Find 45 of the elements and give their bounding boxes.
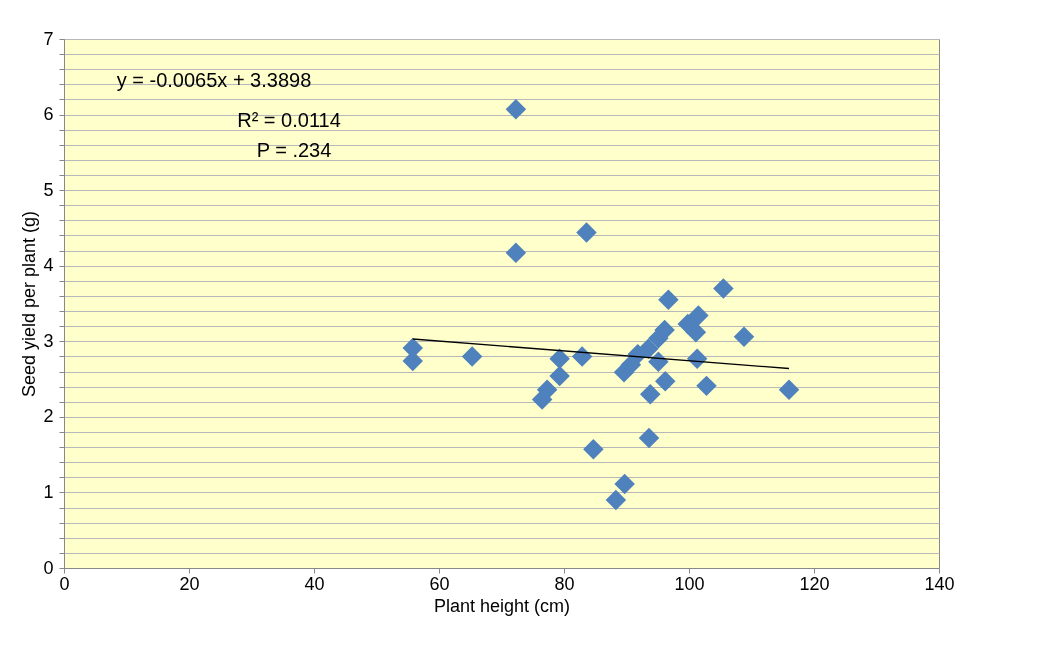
point <box>614 473 635 495</box>
x-tick-label: 80 <box>554 573 575 594</box>
point <box>605 489 627 511</box>
annotation: y = -0.0065x + 3.3898 <box>116 69 312 91</box>
y-tick-label: 2 <box>43 406 54 427</box>
point <box>640 383 661 405</box>
point <box>505 99 527 120</box>
point <box>638 427 660 449</box>
point <box>461 346 483 367</box>
annotation: R² = 0.0114 <box>237 109 341 131</box>
point <box>549 348 570 369</box>
point <box>778 379 800 400</box>
point <box>576 222 597 243</box>
x-axis-title: Plant height (cm) <box>433 595 571 616</box>
point <box>549 365 570 387</box>
point <box>654 319 675 341</box>
point <box>688 305 709 326</box>
x-tick-label: 140 <box>924 573 955 594</box>
point <box>696 375 717 397</box>
point <box>685 321 707 343</box>
x-tick-label: 60 <box>429 573 450 594</box>
point <box>505 242 527 264</box>
point <box>536 379 558 400</box>
y-tick-label: 0 <box>43 557 54 578</box>
point <box>733 326 755 347</box>
point <box>658 289 679 310</box>
point <box>638 338 659 360</box>
x-tick-label: 100 <box>674 573 705 594</box>
y-tick-label: 5 <box>43 179 54 200</box>
x-tick-label: 120 <box>799 573 830 594</box>
point <box>583 439 604 460</box>
point <box>713 278 734 299</box>
annotation: P = .234 <box>256 139 332 161</box>
y-tick-label: 1 <box>43 481 54 502</box>
point <box>648 351 669 372</box>
x-tick-label: 40 <box>304 573 325 594</box>
y-tick-label: 3 <box>43 330 54 351</box>
y-tick-label: 4 <box>43 255 54 276</box>
y-tick-label: 6 <box>43 104 54 125</box>
y-tick-label: 7 <box>43 28 54 49</box>
x-tick-label: 0 <box>59 573 70 594</box>
y-axis-title: Seed yield per plant (g) <box>19 210 40 398</box>
point <box>655 371 676 392</box>
point <box>686 348 708 369</box>
x-tick-label: 20 <box>179 573 200 594</box>
